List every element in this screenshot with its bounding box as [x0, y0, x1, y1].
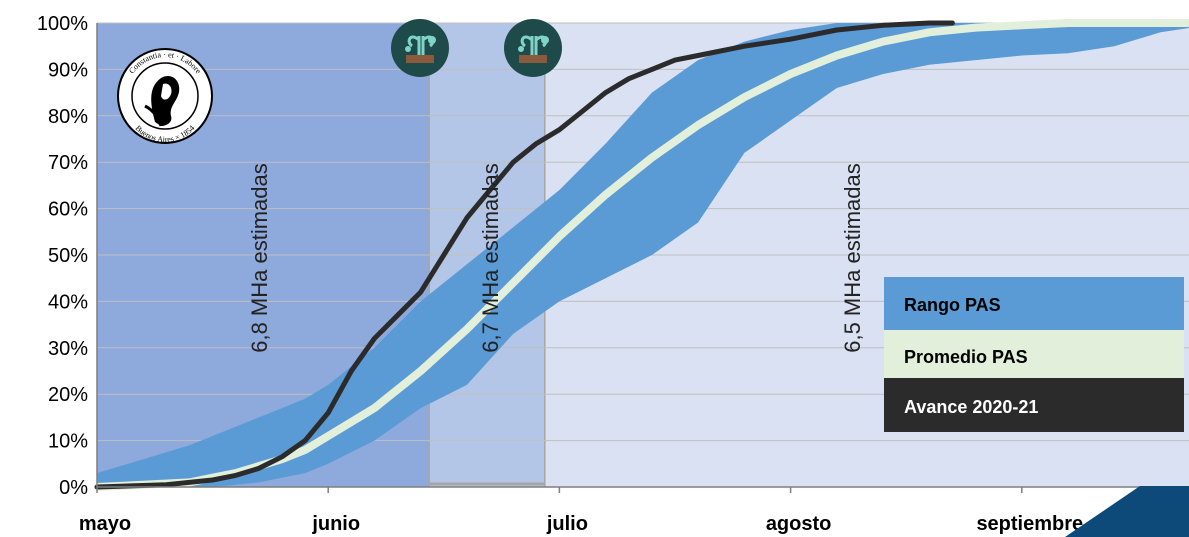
x-tick-label: agosto	[766, 513, 832, 535]
y-tick-label: 90%	[48, 59, 88, 81]
legend-swatch-promedio	[884, 330, 1184, 378]
period-label: 6,8 MHa estimadas	[247, 163, 272, 353]
legend-label-avance: Avance 2020-21	[904, 397, 1038, 417]
y-tick-label: 10%	[48, 431, 88, 453]
y-tick-label: 80%	[48, 106, 88, 128]
y-tick-label: 30%	[48, 338, 88, 360]
y-axis-ticks: 0% 10% 20% 30% 40% 50% 60% 70% 80% 90% 100%	[37, 13, 88, 499]
y-tick-label: 0%	[59, 477, 88, 499]
legend-label-promedio: Promedio PAS	[904, 347, 1028, 367]
series-lines	[94, 19, 1189, 491]
sprout-icon	[391, 19, 449, 77]
corner-decoration	[1065, 486, 1189, 537]
series-avance-2020-21-line	[94, 20, 955, 490]
legend-swatch-avance	[884, 378, 1184, 432]
period-label: 6,5 MHa estimadas	[840, 163, 865, 353]
institution-seal-logo: Constantia · et · Labore Buenos Aires × …	[117, 48, 213, 144]
legend-swatch-rango	[884, 277, 1184, 330]
x-tick-label: julio	[546, 513, 588, 535]
y-tick-label: 60%	[48, 199, 88, 221]
x-axis-ticks: mayo junio julio agosto septiembre	[79, 513, 1083, 535]
x-tick-label: septiembre	[976, 513, 1083, 535]
y-tick-label: 70%	[48, 152, 88, 174]
period-label: 6,7 MHa estimadas	[478, 163, 503, 353]
sprout-icon	[504, 19, 562, 77]
range-band-layer	[97, 23, 1189, 487]
y-tick-label: 100%	[37, 13, 88, 35]
y-tick-label: 50%	[48, 245, 88, 267]
period-labels: 6,8 MHa estimadas 6,7 MHa estimadas 6,5 MH…	[247, 163, 865, 353]
axes	[96, 23, 1189, 493]
x-tick-label: mayo	[79, 513, 131, 535]
legend-label-rango: Rango PAS	[904, 295, 1001, 315]
series-rango-pas-area	[97, 23, 1189, 487]
y-tick-label: 20%	[48, 384, 88, 406]
legend: Rango PAS Promedio PAS Avance 2020-21	[884, 277, 1184, 432]
y-tick-label: 40%	[48, 291, 88, 313]
x-tick-label: junio	[311, 513, 360, 535]
